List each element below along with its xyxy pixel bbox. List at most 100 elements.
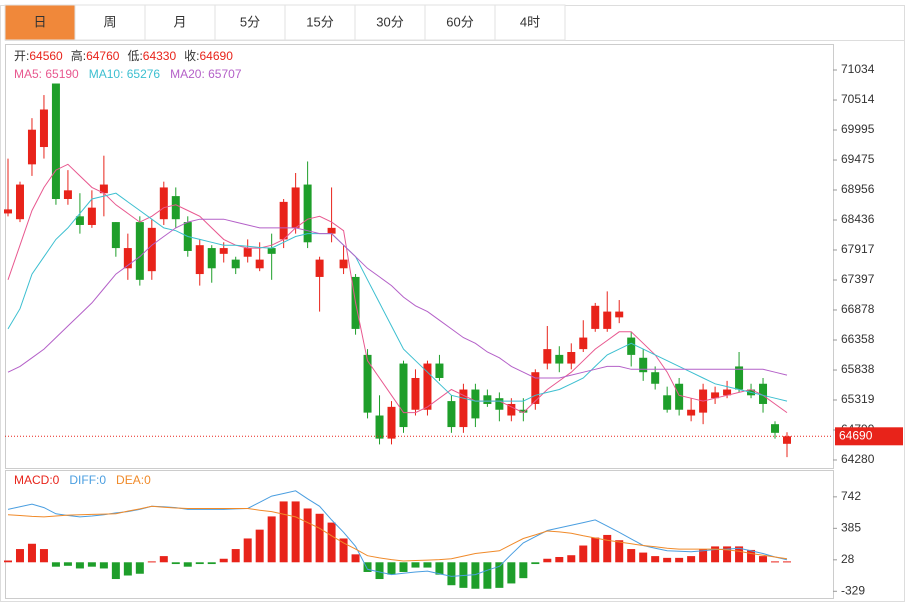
tab[interactable]: [494, 4, 566, 41]
candle-body: [219, 248, 228, 254]
macd-bar: [603, 534, 612, 563]
candle-body: [123, 248, 132, 269]
candle-body: [447, 401, 456, 428]
candle-body: [579, 337, 588, 350]
candle-body: [255, 259, 264, 269]
candle-body: [99, 184, 108, 194]
ma-legend-value: 65190: [45, 67, 79, 81]
tab-label[interactable]: 周: [103, 14, 116, 29]
candle-body: [159, 187, 168, 220]
candle-body: [783, 436, 791, 444]
ma-legend-label: MA20:: [170, 67, 208, 81]
macd-y-tick-label: 742: [841, 489, 861, 503]
candle-body: [375, 415, 384, 439]
tab-label[interactable]: 5分: [240, 14, 260, 29]
tab-label[interactable]: 4时: [520, 14, 540, 29]
y-tick-label: 66358: [841, 332, 875, 346]
candle-body: [15, 184, 24, 220]
tab-label[interactable]: 月: [173, 14, 186, 29]
candle-body: [39, 109, 48, 148]
macd-legend-value: 0: [53, 473, 60, 487]
tab[interactable]: [4, 4, 76, 41]
candle-body: [303, 184, 312, 243]
candle-body: [771, 424, 780, 433]
macd-bar: [771, 561, 780, 563]
tab[interactable]: [74, 4, 146, 41]
candle-body: [195, 245, 204, 275]
candle-body: [603, 311, 612, 329]
tab-label[interactable]: 60分: [446, 14, 473, 29]
candle-body: [639, 357, 648, 373]
macd-bar: [747, 549, 756, 563]
macd-bar: [543, 558, 552, 563]
macd-bar: [99, 562, 108, 569]
macd-bar: [243, 538, 252, 563]
ma-legend: MA20: 65707: [170, 67, 242, 81]
macd-bar: [591, 537, 600, 563]
macd-bar: [423, 562, 432, 568]
macd-bar: [579, 545, 588, 563]
macd-bar: [147, 561, 156, 563]
macd-bar: [495, 562, 504, 588]
macd-bar: [27, 543, 36, 563]
last-price-box: [835, 427, 903, 446]
ohlc-legend: 收:64690: [184, 49, 233, 63]
candle-body: [687, 409, 696, 416]
y-tick-label: 68436: [841, 212, 875, 226]
candle-body: [591, 305, 600, 329]
macd-y-tick-label: 28: [841, 552, 855, 566]
macd-bar: [627, 549, 636, 563]
y-tick-label: 65838: [841, 362, 875, 376]
candle-body: [411, 377, 420, 410]
ma-legend-label: MA10:: [89, 67, 127, 81]
candle-body: [207, 248, 216, 269]
macd-bar: [411, 562, 420, 568]
candle-body: [567, 352, 576, 364]
macd-bar: [711, 546, 720, 563]
ohlc-legend: 低:64330: [127, 49, 176, 63]
ma-legend-value: 65707: [208, 67, 242, 81]
macd-bar: [363, 562, 372, 572]
macd-bar: [267, 516, 276, 563]
macd-bar: [219, 558, 228, 563]
macd-bar: [687, 556, 696, 563]
macd-bar: [351, 554, 360, 563]
macd-legend-value: 0: [144, 473, 151, 487]
y-tick-label: 69995: [841, 122, 875, 136]
candle-body: [651, 372, 660, 384]
tab-label[interactable]: 15分: [306, 14, 333, 29]
y-tick-label: 68956: [841, 182, 875, 196]
tab[interactable]: [424, 4, 496, 41]
candle-body: [675, 383, 684, 410]
candle-body: [519, 409, 528, 413]
candle-body: [663, 395, 672, 410]
tab-label[interactable]: 30分: [376, 14, 403, 29]
macd-bar: [375, 562, 384, 580]
macd-y-tick-label: -329: [841, 583, 865, 597]
frame: [0, 5, 905, 602]
candle-body: [627, 337, 636, 355]
last-price-label: 64690: [839, 428, 873, 442]
ohlc-legend-value: 64690: [200, 49, 234, 63]
candle-body: [735, 366, 744, 390]
candle-body: [471, 389, 480, 419]
candle-body: [243, 248, 252, 257]
macd-bar: [435, 562, 444, 575]
candle-body: [507, 403, 516, 416]
macd-bar: [663, 557, 672, 563]
ma-legend: MA5: 65190: [14, 67, 79, 81]
ma-legend: MA10: 65276: [89, 67, 161, 81]
tab[interactable]: [144, 4, 216, 41]
macd-bar: [231, 549, 240, 563]
macd-bar: [555, 556, 564, 563]
tab-label[interactable]: 日: [33, 14, 46, 29]
candle-body: [63, 190, 72, 199]
price-panel: [5, 44, 834, 469]
macd-bar: [723, 546, 732, 563]
macd-bar: [135, 562, 144, 574]
macd-bar: [531, 562, 540, 565]
candle-body: [555, 354, 564, 364]
ma-line: [7, 192, 788, 402]
macd-bar: [4, 560, 12, 563]
